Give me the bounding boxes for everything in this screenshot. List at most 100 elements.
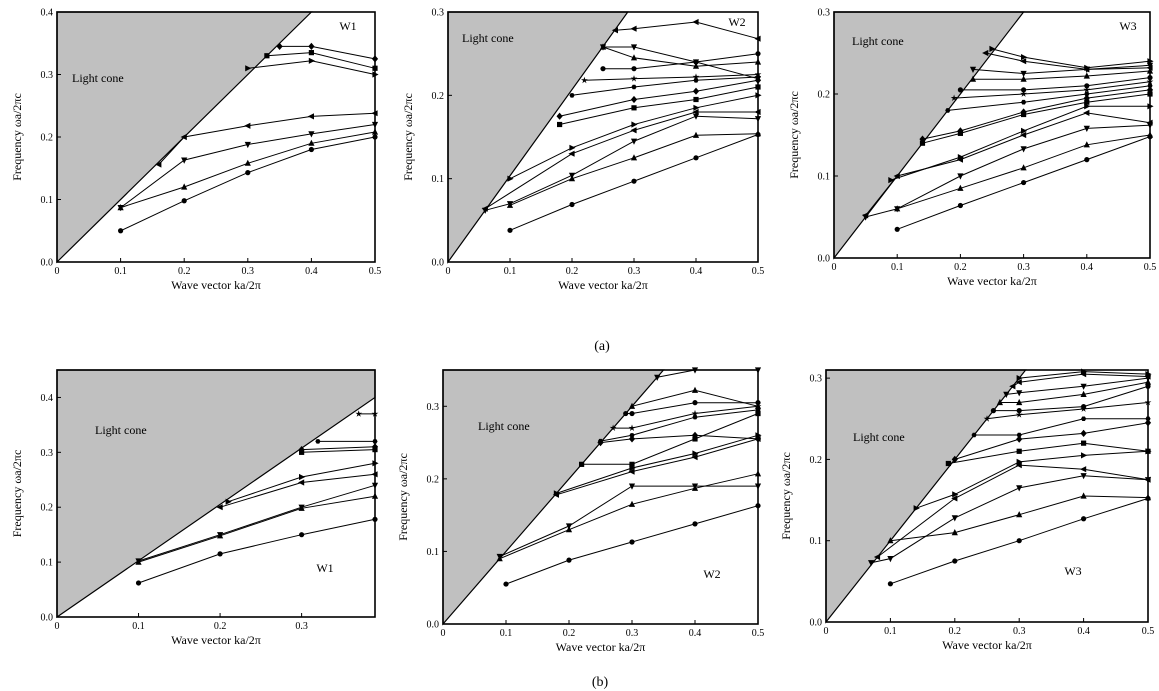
data-point bbox=[754, 130, 762, 137]
panel-label: W1 bbox=[339, 19, 356, 33]
data-point bbox=[754, 470, 762, 477]
data-point bbox=[597, 438, 604, 444]
data-point bbox=[945, 108, 951, 113]
data-point bbox=[982, 49, 989, 57]
y-tick-label: 0.2 bbox=[810, 455, 823, 466]
data-point bbox=[692, 521, 698, 527]
data-point bbox=[1084, 83, 1090, 89]
x-tick-label: 0.2 bbox=[178, 266, 191, 277]
y-tick-label: 0.0 bbox=[818, 254, 831, 265]
data-point bbox=[623, 410, 629, 417]
data-point bbox=[691, 367, 699, 374]
band-line-3 bbox=[865, 124, 1151, 218]
x-tick-label: 0.5 bbox=[1144, 262, 1157, 273]
y-tick-label: 0.3 bbox=[818, 8, 831, 19]
data-point bbox=[692, 62, 700, 69]
data-point bbox=[1084, 99, 1090, 105]
data-point bbox=[1144, 419, 1152, 427]
x-axis-label: Wave vector ka/2π bbox=[947, 274, 1037, 288]
data-point bbox=[692, 414, 698, 420]
caption-a: (a) bbox=[594, 339, 610, 354]
band-line-6 bbox=[581, 413, 759, 465]
data-point bbox=[950, 94, 958, 101]
y-tick-label: 0.2 bbox=[427, 474, 440, 485]
data-point bbox=[1146, 119, 1153, 126]
data-point bbox=[951, 515, 958, 522]
data-point bbox=[372, 134, 378, 140]
data-point bbox=[180, 133, 187, 141]
band-line-13 bbox=[615, 21, 759, 40]
panel-label: W3 bbox=[1064, 564, 1081, 578]
data-point bbox=[628, 468, 635, 475]
data-point bbox=[1144, 398, 1152, 406]
x-tick-label: 0.2 bbox=[563, 628, 576, 639]
x-axis-label: Wave vector ka/2π bbox=[942, 638, 1032, 652]
data-point bbox=[983, 415, 991, 422]
data-point bbox=[507, 227, 513, 233]
light-cone-label: Light cone bbox=[478, 419, 530, 433]
data-point bbox=[609, 424, 617, 431]
data-point bbox=[631, 178, 637, 184]
data-point bbox=[1016, 408, 1022, 414]
data-point bbox=[371, 482, 379, 489]
data-point bbox=[754, 402, 762, 409]
data-point bbox=[299, 532, 305, 538]
data-point bbox=[371, 492, 379, 499]
y-tick-label: 0.1 bbox=[41, 558, 54, 569]
data-point bbox=[1020, 131, 1027, 139]
data-point bbox=[755, 92, 762, 99]
data-point bbox=[1080, 429, 1087, 437]
data-point bbox=[1147, 91, 1153, 97]
data-point bbox=[628, 500, 636, 507]
band-line-12 bbox=[657, 369, 758, 378]
data-point bbox=[244, 159, 251, 166]
data-point bbox=[654, 374, 661, 381]
band-line-10 bbox=[993, 385, 1149, 412]
data-point bbox=[1015, 379, 1022, 386]
data-point bbox=[692, 18, 699, 26]
data-point bbox=[1145, 416, 1151, 421]
data-point bbox=[569, 144, 576, 151]
y-tick-label: 0.0 bbox=[427, 620, 440, 631]
data-point bbox=[579, 461, 585, 467]
data-point bbox=[945, 460, 951, 467]
band-line-2 bbox=[138, 495, 376, 563]
data-point bbox=[1080, 383, 1087, 390]
x-tick-label: 0.1 bbox=[114, 266, 127, 277]
data-point bbox=[630, 75, 638, 82]
data-point bbox=[372, 439, 378, 444]
data-point bbox=[957, 202, 964, 209]
data-point bbox=[692, 400, 698, 406]
band-line-9 bbox=[584, 74, 759, 81]
data-point bbox=[557, 121, 563, 128]
data-point bbox=[894, 206, 901, 213]
data-point bbox=[989, 45, 996, 52]
x-tick-label: 0.3 bbox=[242, 266, 255, 277]
data-point bbox=[951, 529, 958, 536]
data-point bbox=[181, 198, 187, 204]
data-point bbox=[691, 386, 699, 393]
light-cone-label: Light cone bbox=[462, 31, 514, 45]
data-point bbox=[1147, 103, 1154, 110]
band-line-9 bbox=[613, 405, 759, 429]
x-tick-label: 0.1 bbox=[504, 266, 517, 277]
band-line-8 bbox=[571, 76, 759, 96]
x-tick-label: 0.4 bbox=[305, 266, 318, 277]
data-point bbox=[754, 76, 762, 83]
data-point bbox=[629, 539, 635, 545]
band-line-11 bbox=[973, 70, 1151, 80]
data-point bbox=[952, 558, 958, 564]
data-point bbox=[245, 65, 252, 72]
data-point bbox=[754, 108, 761, 116]
data-point bbox=[308, 50, 314, 56]
data-point bbox=[1084, 157, 1090, 163]
data-point bbox=[754, 367, 762, 374]
band-line-3 bbox=[485, 115, 759, 211]
data-point bbox=[371, 410, 379, 417]
data-point bbox=[1020, 58, 1027, 65]
data-point bbox=[1003, 391, 1010, 398]
data-point bbox=[276, 42, 283, 50]
y-tick-label: 0.2 bbox=[41, 133, 54, 144]
band-line-3 bbox=[138, 484, 376, 562]
